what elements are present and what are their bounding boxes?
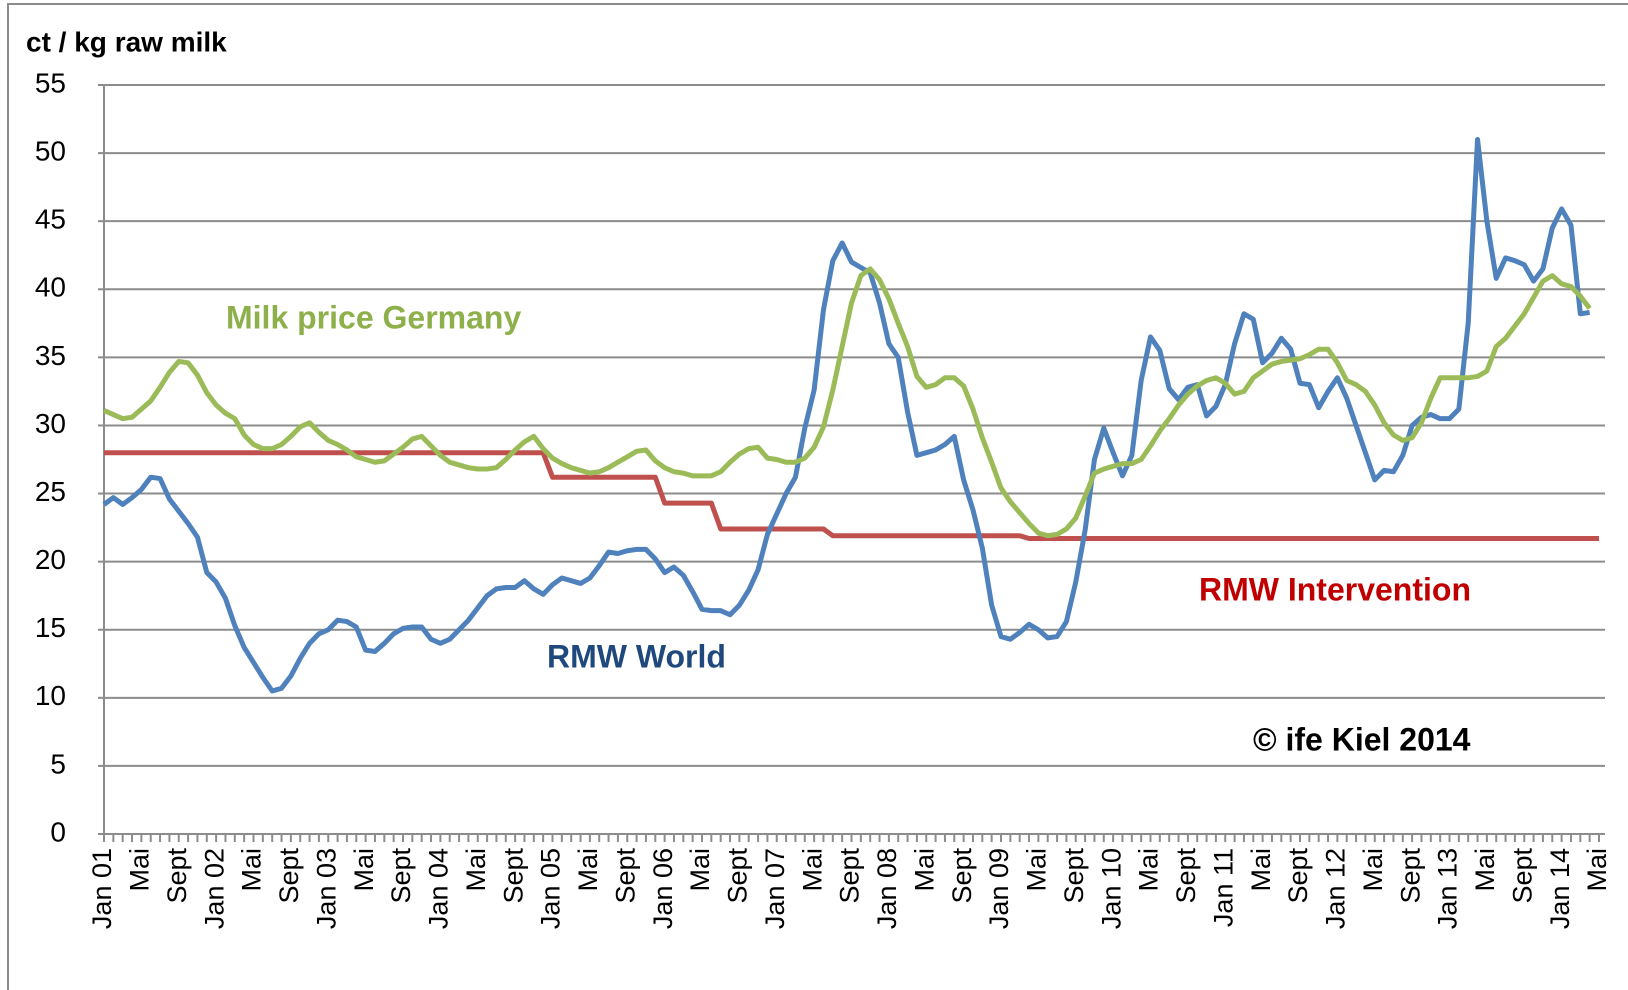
series-label: Milk price Germany bbox=[226, 299, 521, 335]
y-tick-label: 25 bbox=[35, 476, 66, 507]
x-tick-label: Mai bbox=[1582, 848, 1612, 892]
y-tick-label: 20 bbox=[35, 544, 66, 575]
x-tick-label: Jan 09 bbox=[984, 848, 1014, 929]
x-tick-label: Sept bbox=[835, 848, 865, 904]
x-tick-label: Mai bbox=[1022, 848, 1052, 892]
x-tick-label: Mai bbox=[909, 848, 939, 892]
y-tick-label: 15 bbox=[35, 612, 66, 643]
y-tick-label: 30 bbox=[35, 408, 66, 439]
x-tick-label: Sept bbox=[723, 848, 753, 904]
x-tick-label: Jan 08 bbox=[872, 848, 902, 929]
x-tick-label: Mai bbox=[573, 848, 603, 892]
x-tick-label: Jan 03 bbox=[311, 848, 341, 929]
series-line bbox=[102, 136, 1591, 694]
x-tick-label: Sept bbox=[386, 848, 416, 904]
frame bbox=[7, 3, 1628, 990]
x-tick-label: Mai bbox=[1470, 848, 1500, 892]
x-tick-label: Sept bbox=[1171, 848, 1201, 904]
x-tick-label: Jan 05 bbox=[536, 848, 566, 929]
x-tick-label: Jan 06 bbox=[648, 848, 678, 929]
x-tick-label: Jan 12 bbox=[1321, 848, 1351, 929]
y-tick-label: 35 bbox=[35, 340, 66, 371]
x-tick-label: Sept bbox=[162, 848, 192, 904]
y-axis-label: ct / kg raw milk bbox=[26, 26, 227, 57]
y-tick-label: 5 bbox=[50, 748, 66, 779]
x-tick-label: Mai bbox=[461, 848, 491, 892]
x-tick-label: Mai bbox=[125, 848, 155, 892]
y-tick-label: 45 bbox=[35, 204, 66, 235]
series-label: RMW World bbox=[547, 638, 726, 674]
x-tick-label: Sept bbox=[498, 848, 528, 904]
x-tick-label: Sept bbox=[1395, 848, 1425, 904]
y-tick-label: 0 bbox=[50, 816, 66, 847]
y-tick-label: 55 bbox=[35, 67, 66, 98]
x-tick-label: Sept bbox=[1059, 848, 1089, 904]
series-label: RMW Intervention bbox=[1199, 571, 1471, 607]
x-tick-label: Mai bbox=[1134, 848, 1164, 892]
y-tick-label: 10 bbox=[35, 680, 66, 711]
x-tick-label: Sept bbox=[947, 848, 977, 904]
x-tick-label: Jan 14 bbox=[1545, 848, 1575, 929]
x-tick-label: Mai bbox=[797, 848, 827, 892]
x-tick-label: Mai bbox=[1358, 848, 1388, 892]
x-tick-label: Mai bbox=[349, 848, 379, 892]
x-tick-label: Jan 11 bbox=[1208, 848, 1238, 927]
x-tick-label: Sept bbox=[1283, 848, 1313, 904]
series-line bbox=[102, 266, 1592, 539]
x-tick-label: Sept bbox=[1507, 848, 1537, 904]
y-tick-label: 40 bbox=[35, 272, 66, 303]
x-tick-label: Sept bbox=[274, 848, 304, 904]
x-tick-label: Mai bbox=[685, 848, 715, 892]
x-tick-label: Jan 02 bbox=[199, 848, 229, 929]
x-tick-label: Jan 04 bbox=[424, 848, 454, 929]
x-tick-label: Jan 07 bbox=[760, 848, 790, 929]
annotation: © ife Kiel 2014 bbox=[1253, 721, 1471, 757]
x-tick-label: Jan 10 bbox=[1096, 848, 1126, 929]
series-line bbox=[104, 450, 1599, 541]
x-tick-label: Jan 01 bbox=[87, 848, 117, 929]
x-tick-label: Mai bbox=[237, 848, 267, 892]
x-tick-label: Mai bbox=[1246, 848, 1276, 892]
y-tick-label: 50 bbox=[35, 135, 66, 166]
x-tick-label: Sept bbox=[610, 848, 640, 904]
x-tick-label: Jan 13 bbox=[1433, 848, 1463, 929]
